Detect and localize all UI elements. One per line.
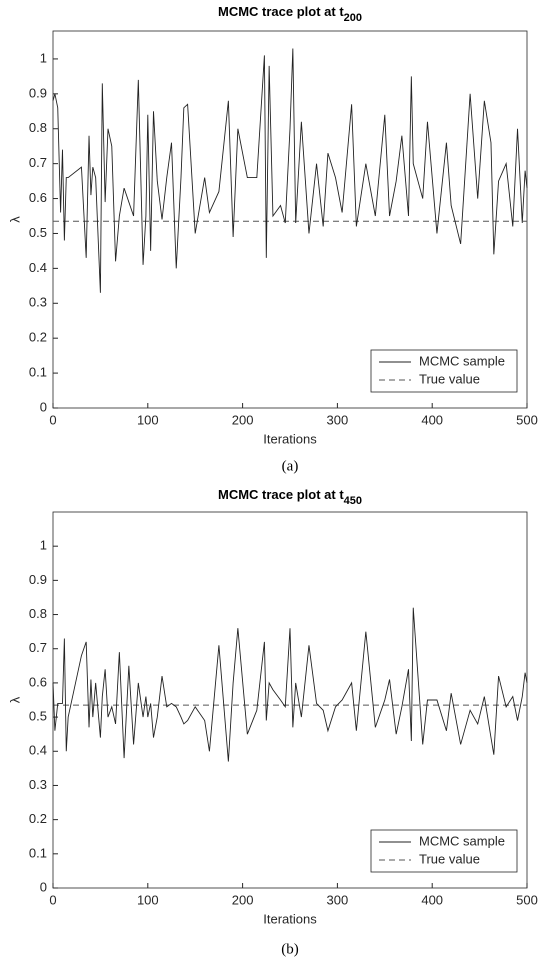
y-tick-label: 0.4: [29, 260, 47, 275]
x-axis-label: Iterations: [263, 911, 317, 926]
caption: (b): [281, 941, 299, 957]
legend-label: True value: [419, 851, 480, 866]
y-tick-label: 0.9: [29, 85, 47, 100]
y-tick-label: 0.3: [29, 295, 47, 310]
y-tick-label: 0.6: [29, 190, 47, 205]
y-tick-label: 0.8: [29, 120, 47, 135]
y-tick-label: 0.2: [29, 330, 47, 345]
y-tick-label: 0.7: [29, 640, 47, 655]
x-axis-label: Iterations: [263, 431, 317, 446]
y-tick-label: 0.8: [29, 606, 47, 621]
y-tick-label: 0: [40, 399, 47, 414]
x-tick-label: 100: [137, 892, 159, 907]
legend-label: MCMC sample: [419, 833, 505, 848]
y-tick-label: 0.7: [29, 155, 47, 170]
legend-label: MCMC sample: [419, 353, 505, 368]
title-text: MCMC trace plot at t: [218, 487, 344, 502]
y-tick-label: 0.4: [29, 743, 47, 758]
chart: MCMC trace plot at t20000.10.20.30.40.50…: [7, 4, 537, 474]
y-tick-label: 0.9: [29, 572, 47, 587]
chart-title: MCMC trace plot at t200: [218, 4, 362, 23]
plot-area: [52, 30, 528, 409]
plot-area: [52, 511, 528, 889]
x-tick-label: 300: [327, 892, 349, 907]
y-tick-label: 0.1: [29, 365, 47, 380]
legend-label: True value: [419, 371, 480, 386]
y-tick-label: 0.5: [29, 709, 47, 724]
x-tick-label: 200: [232, 412, 254, 427]
y-tick-label: 0.3: [29, 777, 47, 792]
x-tick-label: 100: [137, 412, 159, 427]
title-subscript: 450: [344, 495, 362, 507]
trace-line: [52, 607, 528, 762]
chart-title: MCMC trace plot at t450: [218, 487, 362, 506]
legend-box: [370, 349, 518, 393]
x-tick-label: 500: [516, 892, 538, 907]
caption: (a): [282, 458, 299, 474]
x-tick-label: 500: [516, 412, 538, 427]
title-subscript: 200: [344, 12, 362, 24]
x-tick-label: 0: [49, 412, 56, 427]
trace-line: [52, 48, 528, 293]
x-tick-label: 0: [49, 892, 56, 907]
x-tick-label: 200: [232, 892, 254, 907]
y-axis-label: λ: [7, 216, 22, 223]
y-axis-label: λ: [7, 696, 22, 703]
legend-box: [370, 829, 518, 873]
y-tick-label: 0.5: [29, 225, 47, 240]
y-tick-label: 0.2: [29, 811, 47, 826]
legend: MCMC sample True value: [370, 349, 518, 393]
title-text: MCMC trace plot at t: [218, 4, 344, 19]
y-tick-label: 0: [40, 879, 47, 894]
y-tick-label: 1: [40, 538, 47, 553]
y-tick-label: 0.1: [29, 845, 47, 860]
y-tick-label: 1: [40, 50, 47, 65]
x-tick-label: 400: [421, 412, 443, 427]
y-tick-label: 0.6: [29, 674, 47, 689]
x-tick-label: 400: [421, 892, 443, 907]
x-tick-label: 300: [327, 412, 349, 427]
legend: MCMC sample True value: [370, 829, 518, 873]
chart: MCMC trace plot at t450 0 0.1 0.2 0.3 0.4 0.5 0…: [7, 487, 537, 957]
